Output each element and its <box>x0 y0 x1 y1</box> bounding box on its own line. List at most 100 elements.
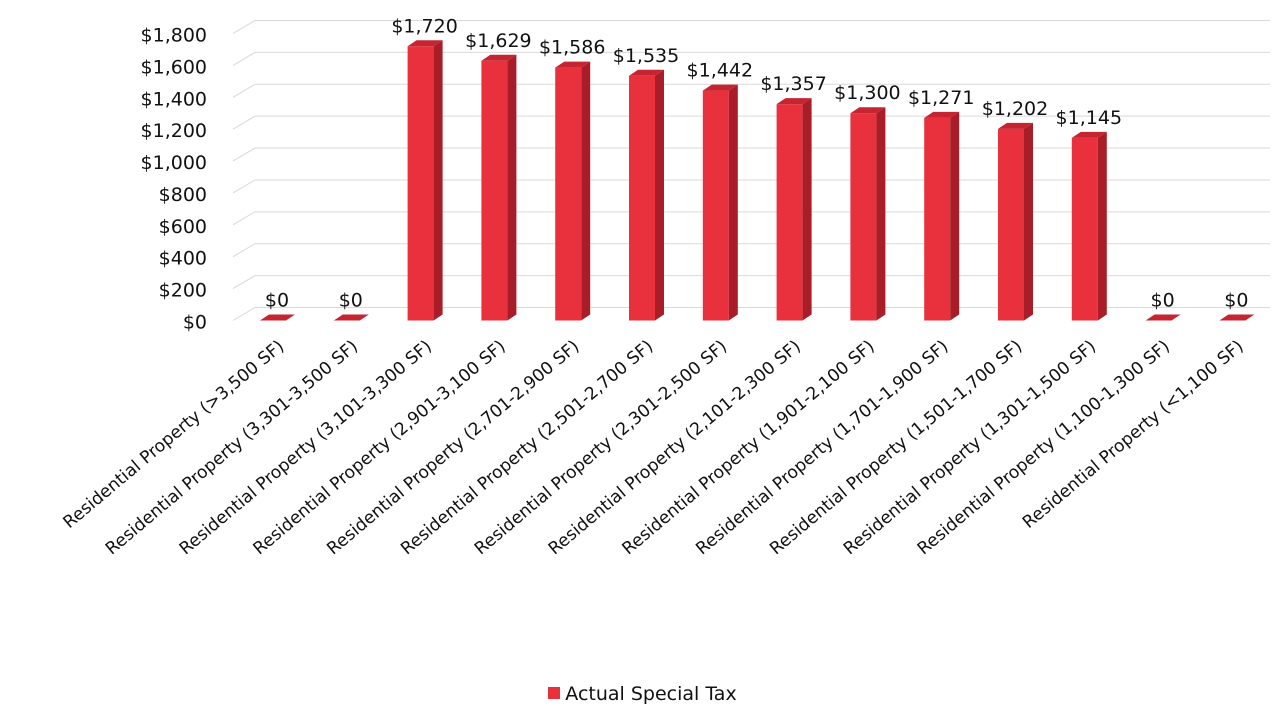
bar <box>924 111 960 321</box>
x-tick-label: Residential Property (3,301-3,500 SF) <box>102 337 362 560</box>
x-tick-label: Residential Property (2,301-2,500 SF) <box>471 337 731 560</box>
bar-front <box>850 113 877 321</box>
bar-side <box>1024 122 1033 321</box>
data-label: $1,586 <box>539 37 605 59</box>
bar-front <box>407 46 434 321</box>
x-tick-label: Residential Property (1,701-1,900 SF) <box>692 337 952 560</box>
data-label: $1,629 <box>465 30 531 52</box>
y-tick-label: $1,800 <box>141 25 207 47</box>
bar <box>1071 131 1107 321</box>
bar <box>333 314 369 321</box>
y-tick-label: $1,600 <box>141 56 207 78</box>
bar-top <box>1145 314 1181 321</box>
bar <box>481 54 517 321</box>
y-tick-label: $0 <box>183 312 207 334</box>
bar-front <box>702 90 729 321</box>
bar-top <box>998 122 1033 129</box>
bar <box>702 84 738 321</box>
data-label: $1,271 <box>908 87 974 109</box>
gridline <box>232 307 1270 321</box>
y-tick-label: $1,000 <box>141 152 207 174</box>
data-label: $1,720 <box>391 15 457 37</box>
y-tick-label: $1,200 <box>141 120 207 142</box>
bar-top <box>260 314 295 321</box>
y-tick-label: $800 <box>159 184 207 206</box>
bar-front <box>555 67 582 321</box>
bar <box>850 107 886 321</box>
bar-top <box>850 107 886 114</box>
x-tick-label: Residential Property (3,101-3,300 SF) <box>176 337 436 560</box>
bar-side <box>581 61 591 321</box>
x-tick-label: Residential Property (1,301-1,500 SF) <box>840 337 1100 560</box>
bar-top <box>629 69 664 76</box>
x-tick-label: Residential Property (1,501-1,700 SF) <box>766 337 1026 560</box>
bar <box>555 61 591 321</box>
legend-label: Actual Special Tax <box>565 683 737 705</box>
bar-top <box>555 61 591 68</box>
bar <box>407 40 443 321</box>
y-tick-label: $200 <box>159 280 207 302</box>
gridline <box>232 51 1270 66</box>
bar <box>776 98 812 321</box>
bar-side <box>950 111 960 321</box>
x-tick-label: Residential Property (1,100-1,300 SF) <box>914 337 1174 560</box>
legend-swatch <box>548 687 561 699</box>
data-label: $0 <box>265 290 289 312</box>
data-label: $1,300 <box>834 82 900 104</box>
gridline <box>232 83 1270 98</box>
data-label: $1,442 <box>687 60 753 82</box>
bar <box>260 314 295 321</box>
gridline <box>232 179 1270 194</box>
data-label: $1,202 <box>982 98 1048 120</box>
gridline <box>232 147 1270 162</box>
bar-top <box>924 111 960 118</box>
bar-top <box>1219 314 1255 321</box>
bar-side <box>655 69 664 321</box>
bar <box>629 69 664 321</box>
bar-top <box>333 314 369 321</box>
x-tick-label: Residential Property (2,701-2,900 SF) <box>323 337 583 560</box>
data-label: $0 <box>339 290 363 312</box>
gridline <box>232 211 1270 226</box>
legend: Actual Special Tax <box>0 683 1285 705</box>
y-tick-label: $400 <box>159 248 207 270</box>
bar-side <box>507 54 517 321</box>
gridline <box>232 20 1270 34</box>
bar-front <box>776 104 803 321</box>
bar-side <box>433 40 443 321</box>
data-label: $1,535 <box>613 45 679 67</box>
bar-front <box>629 75 655 321</box>
bar-side <box>876 107 886 321</box>
data-label: $0 <box>1224 290 1248 312</box>
x-tick-label: Residential Property (2,101-2,300 SF) <box>545 337 805 560</box>
bar <box>1219 314 1255 321</box>
x-tick-label: Residential Property (2,901-3,100 SF) <box>250 337 510 560</box>
bar <box>998 122 1033 321</box>
data-label: $1,357 <box>760 73 826 95</box>
gridlines <box>232 20 1270 321</box>
bar-front <box>998 128 1024 321</box>
gridline <box>232 243 1270 258</box>
y-tick-label: $1,400 <box>141 88 207 110</box>
data-label: $1,145 <box>1056 107 1122 129</box>
bar-front <box>481 60 508 321</box>
bar-top <box>702 84 738 91</box>
bar-side <box>1097 131 1107 321</box>
data-labels: $0 $0 $1,720 $1,629 $1,586 $1,535 $1,442 $1,357… <box>265 15 1249 311</box>
x-tick-label: Residential Property (1,901-2,100 SF) <box>619 337 879 560</box>
bar-front <box>1071 137 1098 321</box>
x-axis-tick-labels: Residential Property (>3,500 SF)Resident… <box>60 337 1248 560</box>
bar-top <box>1071 131 1107 138</box>
data-label: $0 <box>1151 290 1175 312</box>
bar-top <box>481 54 517 61</box>
y-axis-tick-labels: $0 $200 $400 $600 $800 $1,000 $1,200 $1,400 $1,6… <box>141 25 207 334</box>
x-tick-label: Residential Property (2,501-2,700 SF) <box>397 337 657 560</box>
bar-side <box>728 84 738 321</box>
bar-top <box>407 40 443 47</box>
bar-front <box>924 117 951 321</box>
bar <box>1145 314 1181 321</box>
y-tick-label: $600 <box>159 216 207 238</box>
bar-side <box>802 98 812 321</box>
bar-top <box>776 98 812 105</box>
bars <box>260 40 1255 321</box>
